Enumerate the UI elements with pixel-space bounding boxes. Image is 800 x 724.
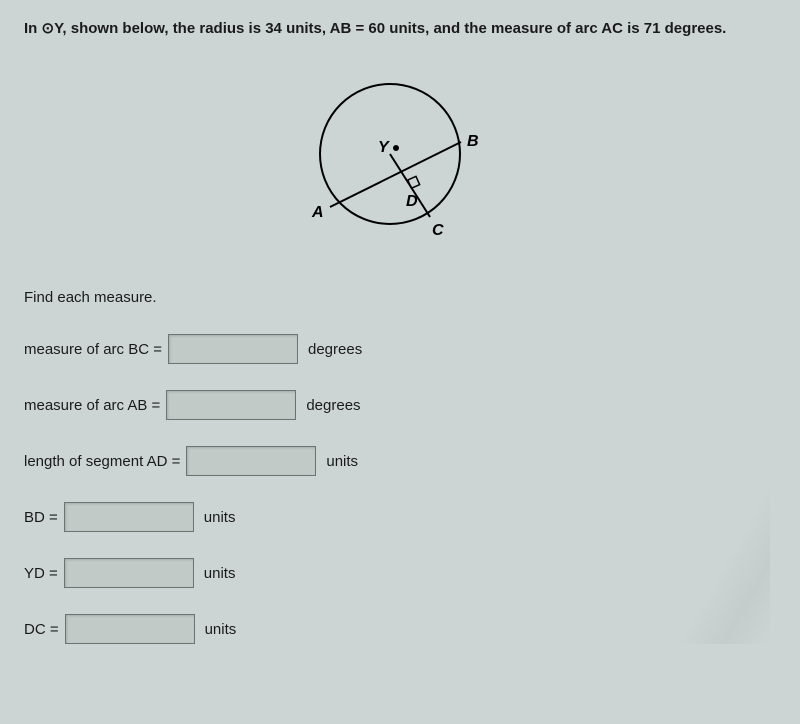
label-d: D	[406, 193, 418, 210]
chord-ab	[330, 142, 461, 207]
label-yd: YD =	[24, 565, 58, 582]
input-arc-ab[interactable]	[166, 390, 296, 420]
unit-arc-ab: degrees	[306, 397, 360, 414]
question-row-ad: length of segment AD = units	[24, 446, 776, 476]
unit-arc-bc: degrees	[308, 341, 362, 358]
label-bd: BD =	[24, 509, 58, 526]
input-bd[interactable]	[64, 502, 194, 532]
unit-bd: units	[204, 509, 236, 526]
label-arc-ab: measure of arc AB =	[24, 397, 160, 414]
unit-yd: units	[204, 565, 236, 582]
question-row-bd: BD = units	[24, 502, 776, 532]
label-arc-bc: measure of arc BC =	[24, 341, 162, 358]
question-row-yd: YD = units	[24, 558, 776, 588]
center-dot	[393, 145, 399, 151]
unit-ad: units	[326, 453, 358, 470]
question-row-arc-ab: measure of arc AB = degrees	[24, 390, 776, 420]
label-a: A	[311, 204, 324, 221]
find-heading: Find each measure.	[24, 289, 776, 306]
input-arc-bc[interactable]	[168, 334, 298, 364]
unit-dc: units	[205, 621, 237, 638]
label-dc: DC =	[24, 621, 59, 638]
circle-diagram: Y A B C D	[285, 59, 515, 259]
label-ad: length of segment AD =	[24, 453, 180, 470]
label-c: C	[432, 222, 444, 239]
question-row-dc: DC = units	[24, 614, 776, 644]
problem-prompt: In ⊙Y, shown below, the radius is 34 uni…	[24, 18, 776, 39]
label-y: Y	[378, 139, 390, 156]
question-row-arc-bc: measure of arc BC = degrees	[24, 334, 776, 364]
label-b: B	[467, 133, 479, 150]
input-dc[interactable]	[65, 614, 195, 644]
diagram-svg: Y A B C D	[285, 59, 515, 259]
input-ad[interactable]	[186, 446, 316, 476]
input-yd[interactable]	[64, 558, 194, 588]
